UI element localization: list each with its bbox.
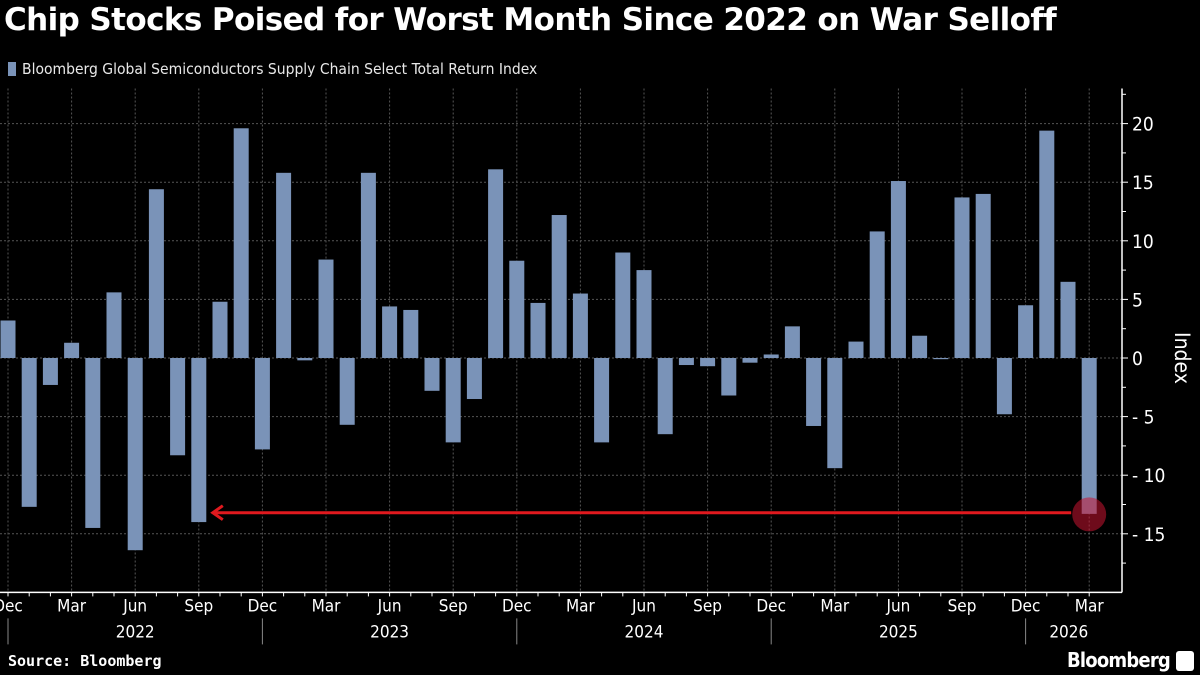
bar-2024-06 [636,270,652,358]
bar-2022-04 [85,358,101,528]
bar-2025-11 [996,358,1012,415]
x-tick-label: Mar [566,596,596,616]
bar-2024-10 [721,358,737,396]
bar-2023-07 [403,309,419,358]
bar-2025-06 [890,181,906,358]
bar-2022-11 [233,128,249,358]
x-tick-label: Mar [57,596,87,616]
x-tick-label: Sep [184,596,213,616]
year-label: 2023 [370,622,409,642]
bar-2023-06 [382,306,398,358]
bar-2024-11 [742,358,758,363]
bar-2023-11 [488,169,504,358]
y-tick-label: 0 [1132,348,1143,370]
x-tick-label: Mar [1075,596,1105,616]
bar-2023-04 [339,358,355,425]
y-tick-label: - 15 [1132,524,1165,546]
source-note: Source: Bloomberg [8,652,162,670]
chart-title: Chip Stocks Poised for Worst Month Since… [4,2,1057,38]
bar-2022-12 [254,358,270,450]
x-tick-label: Dec [502,596,532,616]
bar-2023-03 [318,259,334,358]
annotation-highlight-circle [1072,497,1107,532]
bar-2024-05 [615,252,631,358]
bar-2025-01 [784,326,800,358]
bar-2024-08 [678,358,694,366]
bar-2023-10 [466,358,482,400]
x-tick-label: Sep [693,596,722,616]
x-tick-label: Dec [248,596,278,616]
y-tick-label: 5 [1132,289,1143,311]
legend-label: Bloomberg Global Semiconductors Supply C… [22,60,538,78]
bar-2025-10 [975,193,991,358]
x-tick-label: Dec [0,596,23,616]
y-tick-label: - 5 [1132,407,1154,429]
bar-2022-03 [64,342,80,358]
bar-2026-01 [1039,130,1055,358]
bar-2023-12 [509,260,525,358]
bar-2025-09 [954,197,970,358]
bar-2024-02 [551,215,567,358]
bloomberg-terminal-icon [1176,651,1194,671]
y-tick-label: - 10 [1132,465,1165,487]
x-tick-label: Jun [377,596,402,616]
x-tick-label: Dec [756,596,786,616]
legend-swatch [8,62,16,76]
x-tick-label: Sep [439,596,468,616]
x-tick-label: Sep [948,596,977,616]
bar-2025-04 [848,341,864,358]
year-label: 2022 [116,622,155,642]
bar-2024-09 [700,358,716,367]
bar-2025-03 [827,358,843,469]
y-tick-label: 15 [1132,172,1154,194]
annotation-arrowhead [210,504,224,521]
bar-2022-07 [148,189,164,358]
bar-2023-05 [360,172,376,358]
bar-2023-08 [424,358,440,391]
bar-2025-07 [912,335,928,358]
x-tick-label: Jun [885,596,910,616]
bar-2023-01 [276,172,292,358]
x-tick-label: Jun [631,596,656,616]
x-tick-label: Dec [1011,596,1041,616]
y-tick-label: 20 [1132,114,1154,136]
y-axis-label: Index [1170,332,1194,384]
bar-2021-12 [0,320,16,358]
year-label: 2025 [879,622,918,642]
bar-2025-05 [869,231,885,358]
bar-2024-07 [657,358,673,435]
bar-2026-03 [1081,358,1097,514]
y-tick-label: 10 [1132,231,1154,253]
bar-2025-02 [806,358,822,426]
bar-2025-08 [933,358,949,360]
bar-2024-03 [572,293,588,358]
bloomberg-logo: Bloomberg [1067,648,1171,672]
bar-2022-02 [42,358,58,385]
bar-2022-01 [21,358,37,507]
year-label: 2024 [625,622,664,642]
bar-2024-04 [594,358,610,443]
x-tick-label: Mar [820,596,850,616]
bar-2022-05 [106,292,122,358]
x-tick-label: Jun [122,596,147,616]
bar-2024-12 [763,354,779,358]
bar-2022-10 [212,301,228,358]
bar-2024-01 [530,302,546,358]
bar-2022-06 [127,358,143,551]
bar-2023-09 [445,358,461,443]
bar-2022-09 [191,358,207,523]
year-label: 2026 [1049,622,1088,642]
bar-2023-02 [297,358,313,361]
bar-2025-12 [1018,305,1034,358]
x-tick-label: Mar [312,596,342,616]
legend: Bloomberg Global Semiconductors Supply C… [8,60,537,78]
bar-2026-02 [1060,281,1076,358]
bar-2022-08 [170,358,186,456]
